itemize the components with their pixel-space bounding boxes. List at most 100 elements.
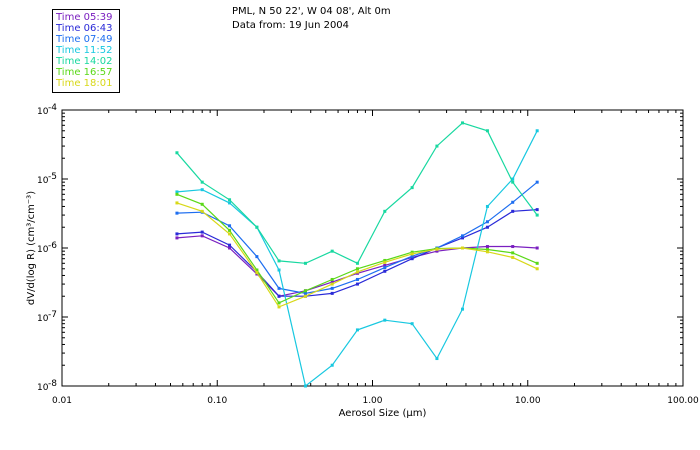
data-point: [175, 201, 179, 205]
legend-entry-3: Time 11:52: [56, 45, 113, 56]
legend-entry-6: Time 18:01: [56, 78, 113, 89]
data-point: [485, 248, 489, 252]
data-point: [535, 180, 539, 184]
legend-entry-5: Time 16:57: [56, 67, 113, 78]
y-axis-title: dV/d(log R) (cm³/cm⁻³): [26, 191, 37, 305]
x-tick-label: 1.00: [362, 396, 382, 406]
data-point: [277, 305, 281, 309]
data-point: [200, 188, 204, 192]
data-point: [383, 263, 387, 267]
data-point: [355, 261, 359, 265]
data-point: [383, 318, 387, 322]
series-line-4: [176, 122, 538, 265]
data-point: [355, 267, 359, 271]
data-point: [485, 245, 489, 249]
data-point: [330, 277, 334, 281]
data-point: [355, 282, 359, 286]
data-point: [535, 246, 539, 250]
data-point: [461, 307, 465, 311]
data-point: [383, 269, 387, 273]
data-point: [435, 247, 439, 251]
data-point: [355, 270, 359, 274]
x-tick-label: 10.00: [515, 396, 541, 406]
x-tick-label: 100.00: [667, 396, 699, 406]
legend-entry-2: Time 07:49: [56, 34, 113, 45]
data-point: [511, 200, 515, 204]
data-point: [511, 177, 515, 181]
x-tick-label: 0.10: [207, 396, 227, 406]
y-tick-label: 10: [37, 314, 49, 324]
data-point: [255, 268, 259, 272]
data-point: [228, 228, 232, 232]
data-point: [535, 267, 539, 271]
data-point: [330, 291, 334, 295]
data-point: [175, 211, 179, 215]
data-point: [175, 151, 179, 155]
data-point: [410, 254, 414, 258]
data-point: [355, 277, 359, 281]
data-point: [200, 180, 204, 184]
x-tick-label: 0.01: [52, 396, 72, 406]
data-point: [303, 384, 307, 388]
data-point: [383, 209, 387, 213]
data-point: [535, 213, 539, 217]
data-point: [200, 234, 204, 238]
data-point: [175, 232, 179, 236]
y-tick-exponent: -8: [48, 379, 57, 389]
data-point: [255, 271, 259, 275]
series-line-3: [176, 130, 538, 388]
data-point: [330, 280, 334, 284]
y-tick-exponent: -4: [48, 103, 57, 113]
data-point: [255, 225, 259, 229]
data-point: [435, 144, 439, 148]
y-tick-label: 10: [37, 176, 49, 186]
data-point: [435, 249, 439, 253]
data-point: [200, 202, 204, 206]
y-tick-label: 10: [37, 107, 49, 117]
data-point: [511, 245, 515, 249]
x-axis-title: Aerosol Size (μm): [339, 408, 427, 419]
data-point: [485, 225, 489, 229]
data-point: [461, 234, 465, 238]
data-point: [410, 252, 414, 256]
data-point: [461, 121, 465, 125]
data-point: [330, 363, 334, 367]
plot-frame: [61, 109, 684, 387]
data-point: [383, 260, 387, 264]
data-point: [175, 192, 179, 196]
data-point: [255, 255, 259, 259]
data-point: [461, 246, 465, 250]
data-point: [485, 220, 489, 224]
data-point: [410, 257, 414, 261]
data-point: [303, 294, 307, 298]
y-tick-exponent: -5: [48, 172, 57, 182]
data-point: [511, 255, 515, 259]
data-point: [200, 230, 204, 234]
y-tick-label: 10: [37, 245, 49, 255]
data-point: [228, 201, 232, 205]
data-point: [330, 286, 334, 290]
data-point: [535, 208, 539, 212]
legend: Time 05:39 Time 06:43 Time 07:49 Time 11…: [52, 9, 120, 93]
data-point: [228, 224, 232, 228]
data-point: [228, 246, 232, 250]
data-point: [461, 236, 465, 240]
data-point: [410, 186, 414, 190]
data-point: [383, 266, 387, 270]
data-point: [330, 249, 334, 253]
y-tick-exponent: -7: [48, 310, 57, 320]
data-point: [535, 261, 539, 265]
data-point: [355, 328, 359, 332]
chart-title: PML, N 50 22', W 04 08', Alt 0m: [232, 6, 391, 17]
y-tick-label: 10: [37, 383, 49, 393]
data-point: [410, 250, 414, 254]
data-point: [410, 322, 414, 326]
data-point: [200, 209, 204, 213]
y-tick-exponent: -6: [48, 241, 57, 251]
data-point: [511, 251, 515, 255]
data-point: [303, 291, 307, 295]
data-point: [485, 129, 489, 133]
data-point: [175, 236, 179, 240]
data-point: [511, 209, 515, 213]
